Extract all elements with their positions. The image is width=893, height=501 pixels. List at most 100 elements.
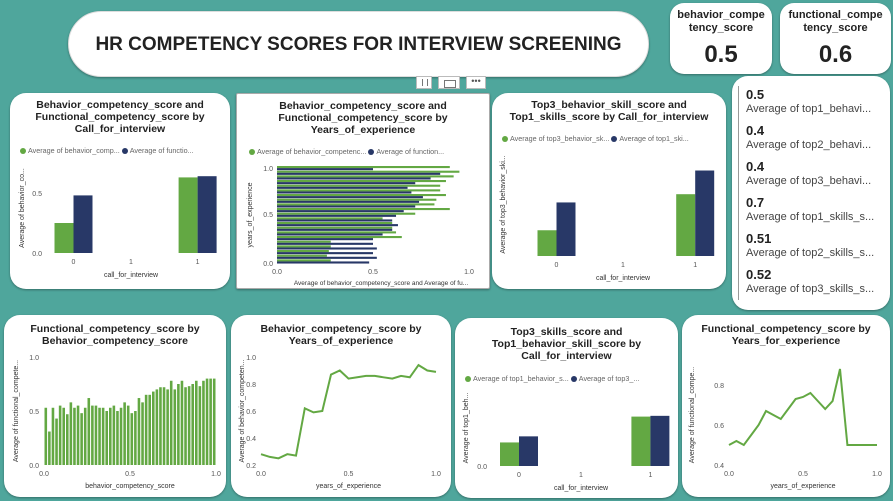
bar — [116, 411, 119, 465]
chart-card-c4[interactable]: Functional_competency_score by Behavior_c… — [4, 315, 226, 497]
bar — [134, 411, 137, 465]
bar — [123, 402, 126, 465]
y-tick-label: 1.0 — [246, 355, 256, 362]
multirow-value: 0.51 — [746, 231, 772, 246]
bar — [277, 172, 441, 175]
kpi-value: 0.6 — [818, 41, 853, 68]
bar — [87, 398, 91, 465]
bar — [66, 414, 69, 465]
x-tick-label: 1 — [621, 262, 625, 269]
bar — [277, 180, 446, 183]
y-tick-label: 1.0 — [263, 166, 273, 173]
x-tick-label: 1.0 — [464, 269, 474, 276]
bar — [184, 387, 187, 465]
multirow-value: 0.5 — [746, 87, 765, 102]
multirow-value: 0.52 — [746, 267, 772, 282]
x-tick-label: 0.0 — [256, 471, 266, 478]
bar — [277, 254, 327, 257]
chart-plot: 0.4 0.6 0.8 0.0 0.5 1.0 years_of_experience Ave… — [689, 367, 882, 490]
x-tick-label: 1.0 — [211, 471, 221, 478]
bar — [556, 202, 576, 256]
bar — [202, 380, 205, 465]
bar — [159, 387, 162, 465]
x-tick-label: 1 — [579, 472, 583, 479]
bar — [277, 247, 377, 250]
kpi-label: functional_compe tency_score — [788, 9, 883, 34]
chart-card-c5[interactable]: Behavior_competency_score by Years_of_exp… — [231, 315, 451, 497]
chart-legend: Average of top1_behavior_s... Average of… — [465, 374, 639, 383]
chart-card-c3[interactable]: Top3_behavior_skill_score and Top1_skills… — [492, 93, 726, 289]
x-tick-label: 0 — [72, 259, 76, 266]
bar — [277, 200, 420, 203]
y-tick-label: 0.4 — [246, 436, 256, 443]
multirow-label: Average of top2_behavi... — [746, 139, 872, 151]
kpi-card-behavior: behavior_compe tency_score 0.5 — [670, 3, 772, 74]
bar — [631, 416, 651, 466]
focus-mode-icon[interactable] — [438, 76, 460, 89]
bar — [73, 195, 93, 253]
bar — [173, 389, 177, 465]
multirow-label: Average of top3_skills_s... — [746, 283, 875, 295]
multirow-item: 0.52 Average of top3_skills_s... — [746, 267, 874, 296]
y-axis-label: years_of_experience — [247, 182, 254, 247]
filter-icon[interactable] — [416, 76, 432, 89]
chart-legend: Average of top3_behavior_sk... Average o… — [502, 134, 689, 143]
bar — [187, 386, 191, 465]
chart-card-c6[interactable]: Top3_skills_score and Top1_behavior_skill… — [455, 318, 678, 498]
bar — [177, 384, 180, 465]
multirow-label: Average of top3_behavi... — [746, 175, 872, 187]
y-tick-label: 0.2 — [246, 463, 256, 470]
x-axis-label: years_of_experience — [316, 483, 381, 490]
y-tick-label: 0.0 — [29, 463, 39, 470]
x-axis-label: years_of_experience — [771, 483, 836, 490]
bar — [209, 378, 212, 465]
more-options-icon[interactable]: ••• — [466, 76, 486, 89]
bar — [144, 394, 148, 465]
chart-plot: 0 1 1 call_for_interview Average of top3_beh… — [500, 155, 715, 282]
chart-card-c7[interactable]: Functional_competency_score by Years_for_… — [682, 315, 890, 497]
y-axis-label: Average of behavior_competen... — [239, 359, 246, 462]
chart-card-c2[interactable]: Behavior_competency_score and Functional_… — [236, 93, 490, 289]
x-tick-label: 1 — [693, 262, 697, 269]
chart-title: Functional_competency_score by Behavior_c… — [30, 323, 200, 347]
x-tick-label: 1.0 — [431, 471, 441, 478]
bar — [91, 405, 94, 465]
bar — [130, 413, 134, 465]
bar — [277, 233, 383, 236]
x-tick-label: 0 — [517, 472, 521, 479]
page-title: HR COMPETENCY SCORES FOR INTERVIEW SCREE… — [95, 34, 622, 55]
bar — [112, 405, 116, 465]
chart-plot: 1.0 0.5 0.00.0 0.5 1.0 Average of behavior_co… — [247, 166, 474, 287]
x-tick-label: 0.0 — [39, 471, 49, 478]
multirow-value: 0.4 — [746, 123, 765, 138]
bar — [44, 407, 48, 465]
x-tick-label: 1 — [196, 259, 200, 266]
y-tick-label: 0.5 — [32, 191, 42, 198]
bar — [94, 405, 98, 465]
bar — [55, 418, 58, 465]
y-axis-label: Average of functional_compete... — [13, 360, 20, 462]
bar — [277, 196, 423, 199]
x-tick-label: 1.0 — [872, 471, 882, 478]
bar — [277, 231, 397, 234]
bar — [277, 245, 331, 248]
header-banner: HR COMPETENCY SCORES FOR INTERVIEW SCREE… — [68, 11, 649, 77]
chart-title: Behavior_competency_score by Years_of_exp… — [260, 323, 422, 347]
bar — [277, 238, 373, 241]
bar — [277, 186, 408, 189]
chart-card-c1[interactable]: Behavior_competency_score and Functional_… — [10, 93, 230, 289]
multirow-value: 0.7 — [746, 195, 765, 210]
x-tick-label: 1 — [129, 259, 133, 266]
x-tick-label: 0.5 — [368, 269, 378, 276]
multi-row-card: 0.5 Average of top1_behavi... 0.4 Average o… — [732, 76, 890, 310]
bar — [277, 182, 416, 185]
bar — [137, 398, 141, 465]
bar — [76, 405, 80, 465]
bar — [155, 389, 159, 465]
bar — [277, 240, 331, 243]
y-tick-label: 0.0 — [263, 261, 273, 268]
bar — [80, 413, 83, 465]
chart-title: Top3_skills_score and Top1_behavior_skill… — [491, 326, 642, 362]
bar — [198, 386, 202, 465]
chart-plot: 0.2 0.4 0.6 0.8 1.0 0.0 0.5 1.0 years_of_experie… — [239, 355, 441, 490]
